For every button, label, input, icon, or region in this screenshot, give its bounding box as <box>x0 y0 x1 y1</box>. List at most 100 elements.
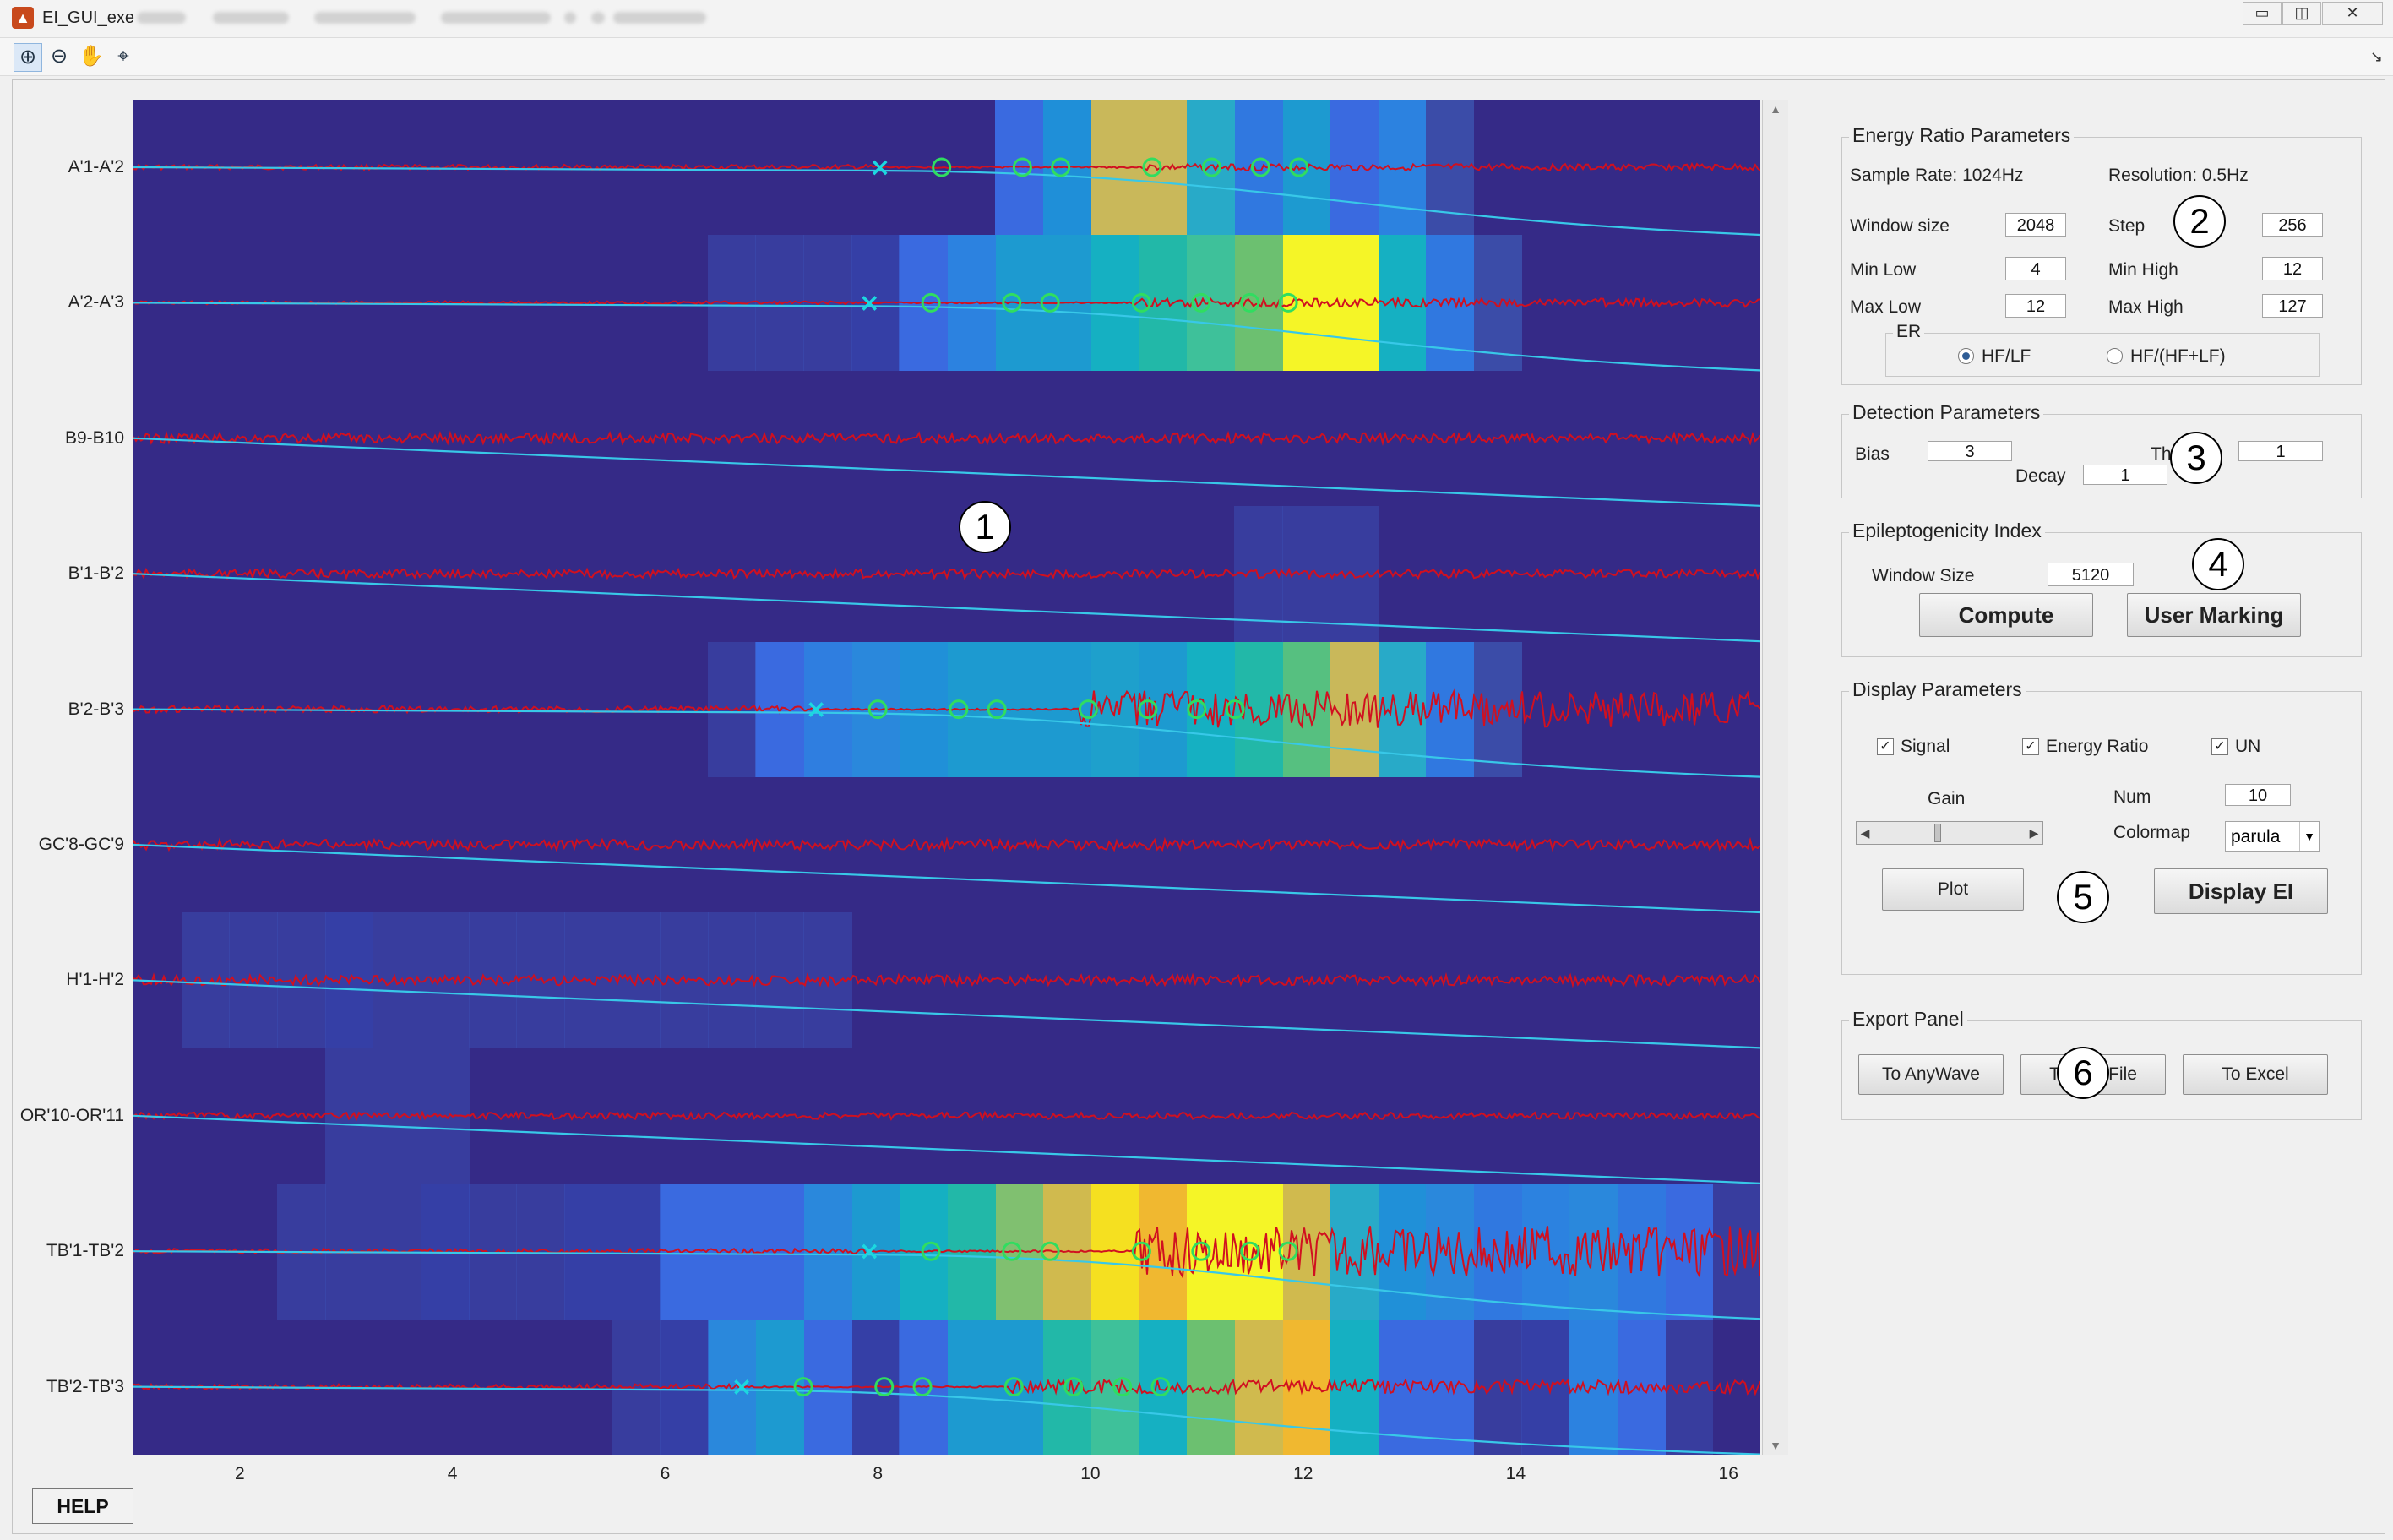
cumulative-line <box>133 166 1760 237</box>
menu-item[interactable] <box>441 12 551 24</box>
compute-button[interactable]: Compute <box>1919 593 2093 637</box>
channel-label: GC'8-GC'9 <box>38 835 124 854</box>
signal-trace <box>133 688 1760 729</box>
min-low-field[interactable]: 4 <box>2005 257 2066 280</box>
x-tick-label: 2 <box>235 1464 245 1483</box>
detection-marker <box>1250 157 1270 177</box>
heatmap-cell <box>1377 1319 1427 1455</box>
window-title: EI_GUI_exe <box>42 8 134 27</box>
to-anywave-button[interactable]: To AnyWave <box>1858 1054 2004 1095</box>
ei-window-size-field[interactable]: 5120 <box>2048 563 2134 586</box>
menu-item[interactable] <box>613 12 706 24</box>
detection-marker <box>1003 1377 1024 1397</box>
th-label: Th <box>2151 444 2172 464</box>
num-field[interactable]: 10 <box>2225 784 2291 806</box>
cumulative-line <box>133 1114 1760 1184</box>
energy-ratio-plot[interactable]: × × × × × <box>133 100 1760 1455</box>
help-button[interactable]: HELP <box>32 1488 133 1524</box>
min-high-label: Min High <box>2108 260 2178 280</box>
detection-marker <box>1078 699 1098 720</box>
chevron-down-icon[interactable]: ▼ <box>2299 822 2319 851</box>
detection-marker <box>1051 157 1071 177</box>
heatmap-cell <box>276 912 326 1048</box>
menu-item[interactable] <box>591 12 605 24</box>
onset-marker: × <box>859 1237 880 1266</box>
cumulative-line <box>133 1250 1760 1320</box>
max-low-field[interactable]: 12 <box>2005 294 2066 318</box>
colormap-select[interactable]: parula ▼ <box>2225 821 2320 852</box>
un-label: UN <box>2235 737 2261 756</box>
resolution-label: Resolution: 0.5Hz <box>2108 166 2249 185</box>
colormap-label: Colormap <box>2113 823 2191 842</box>
dock-icon[interactable]: ↘ <box>2369 48 2383 65</box>
slider-left-icon[interactable]: ◀ <box>1860 826 1870 840</box>
signal-trace <box>133 567 1760 580</box>
x-tick-label: 16 <box>1718 1464 1738 1483</box>
slider-right-icon[interactable]: ▶ <box>2029 826 2039 840</box>
menu-item[interactable] <box>314 12 416 24</box>
x-tick-label: 12 <box>1293 1464 1313 1483</box>
energy-ratio-checkbox[interactable]: ✓ <box>2022 738 2039 755</box>
onset-marker: × <box>859 288 880 318</box>
annotation-marker-1: 1 <box>959 501 1011 553</box>
step-field[interactable]: 256 <box>2262 213 2323 237</box>
detection-marker <box>1278 1241 1298 1261</box>
zoom-in-icon[interactable]: ⊕ <box>14 43 42 72</box>
signal-checkbox[interactable]: ✓ <box>1877 738 1894 755</box>
radio-hf-lf[interactable] <box>1958 348 1974 364</box>
menu-item[interactable] <box>564 12 576 24</box>
signal-trace <box>133 161 1760 172</box>
detection-marker <box>874 1377 895 1397</box>
zoom-out-icon[interactable]: ⊖ <box>50 45 68 68</box>
min-high-field[interactable]: 12 <box>2262 257 2323 280</box>
minimize-button[interactable]: ▭ <box>2243 2 2282 25</box>
gain-slider[interactable]: ◀ ▶ <box>1856 821 2043 845</box>
heatmap-cell <box>181 912 231 1048</box>
max-high-field[interactable]: 127 <box>2262 294 2323 318</box>
annotation-marker-3: 3 <box>2170 432 2222 484</box>
radio-hf-lf-label: HF/LF <box>1982 346 2031 366</box>
detection-marker <box>932 157 952 177</box>
cumulative-line <box>133 437 1760 507</box>
gain-label: Gain <box>1928 789 1966 808</box>
channel-label: B'2-B'3 <box>68 699 124 719</box>
cumulative-line <box>133 573 1760 643</box>
decay-field[interactable]: 1 <box>2083 465 2167 485</box>
menu-item[interactable] <box>137 12 186 24</box>
un-checkbox[interactable]: ✓ <box>2211 738 2228 755</box>
slider-thumb[interactable] <box>1934 824 1941 842</box>
data-cursor-icon[interactable]: ⌖ <box>117 45 129 68</box>
pan-icon[interactable]: ✋ <box>79 45 104 68</box>
vertical-scrollbar[interactable]: ▲ ▼ <box>1762 100 1788 1455</box>
display-ei-button[interactable]: Display EI <box>2154 868 2328 914</box>
close-button[interactable]: ✕ <box>2322 2 2383 25</box>
detection-panel: Detection Parameters <box>1841 401 2362 498</box>
heatmap-cell <box>516 1184 565 1320</box>
maximize-button[interactable]: ◫ <box>2282 2 2321 25</box>
channel-label: A'2-A'3 <box>68 292 124 313</box>
num-label: Num <box>2113 787 2151 807</box>
signal-trace <box>133 296 1760 310</box>
bias-field[interactable]: 3 <box>1928 441 2012 461</box>
x-tick-label: 4 <box>447 1464 458 1483</box>
ei-window-size-label: Window Size <box>1872 566 1975 585</box>
plot-button[interactable]: Plot <box>1882 868 2024 911</box>
detection-marker <box>1191 292 1211 313</box>
menu-item[interactable] <box>213 12 289 24</box>
th-field[interactable]: 1 <box>2238 441 2323 461</box>
scroll-down-icon[interactable]: ▼ <box>1770 1439 1781 1452</box>
ei-title: Epileptogenicity Index <box>1849 520 2045 542</box>
toolbar: ⊕ ⊖ ✋ ⌖ ↘ <box>0 38 2393 76</box>
window-size-field[interactable]: 2048 <box>2005 213 2066 237</box>
to-excel-button[interactable]: To Excel <box>2183 1054 2328 1095</box>
cumulative-line <box>133 1385 1760 1455</box>
scroll-up-icon[interactable]: ▲ <box>1770 102 1781 116</box>
signal-trace <box>133 1226 1760 1280</box>
user-marking-button[interactable]: User Marking <box>2127 593 2301 637</box>
radio-hf-hflf[interactable] <box>2107 348 2123 364</box>
detection-marker <box>1142 157 1162 177</box>
energy-ratio-label: Energy Ratio <box>2046 737 2149 756</box>
detection-marker <box>1201 157 1221 177</box>
cumulative-line <box>133 979 1760 1049</box>
channel-label: B9-B10 <box>64 427 124 448</box>
